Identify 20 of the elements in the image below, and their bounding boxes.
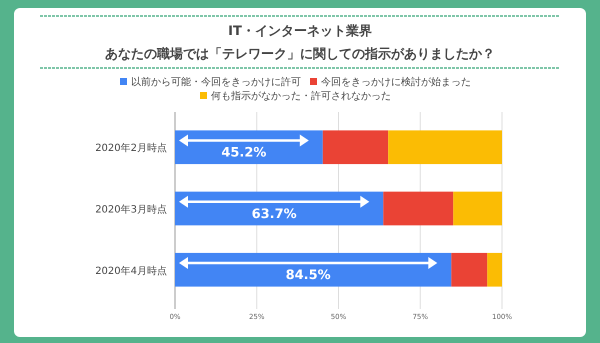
chart-title: IT・インターネット業界: [228, 24, 372, 39]
bar: [175, 130, 323, 164]
legend-label: 今回をきっかけに検討が始まった: [321, 76, 471, 88]
legend-label: 以前から可能・今回をきっかけに許可: [131, 76, 301, 88]
data-label: 63.7%: [252, 206, 297, 222]
y-tick-label: 2020年4月時点: [95, 264, 167, 277]
data-label: 84.5%: [286, 268, 331, 284]
y-tick-label: 2020年3月時点: [95, 204, 167, 216]
bar: [453, 192, 502, 226]
y-tick-label: 2020年2月時点: [95, 142, 167, 154]
bar: [383, 192, 454, 226]
bar: [175, 252, 452, 287]
data-label: 45.2%: [221, 146, 266, 161]
legend-label: 何も指示がなかった・許可されなかった: [211, 90, 391, 102]
bar: [388, 130, 502, 164]
bar: [451, 252, 488, 287]
bar: [175, 192, 384, 226]
bar: [487, 252, 502, 287]
chart-subtitle: あなたの職場では「テレワーク」に関しての指示がありましたか？: [105, 46, 495, 62]
bar: [322, 130, 388, 164]
